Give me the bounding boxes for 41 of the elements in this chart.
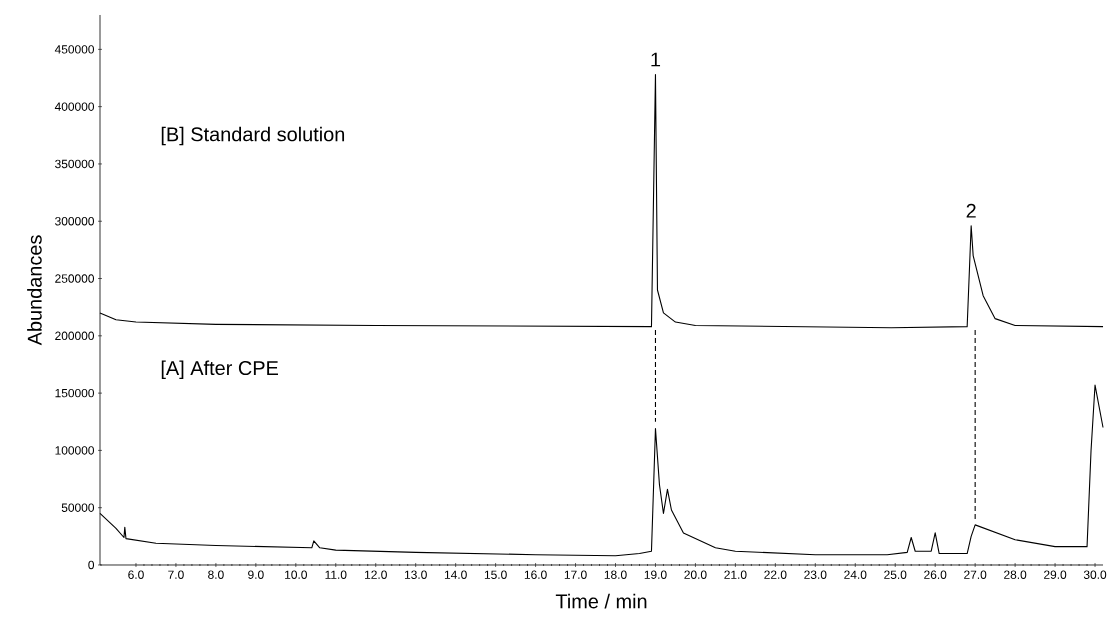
x-tick-label: 20.0 — [684, 570, 707, 579]
annotation: [B] Standard solution — [161, 126, 345, 146]
x-tick-label: 12.0 — [365, 570, 387, 579]
x-tick-label: 29.0 — [1044, 570, 1067, 579]
x-tick-label: 26.0 — [924, 570, 947, 579]
x-tick-label: 30.0 — [1083, 570, 1107, 579]
x-tick-label: 23.0 — [804, 570, 827, 579]
x-axis-title: Time / min — [555, 593, 647, 609]
x-tick-label: 6.0 — [128, 570, 144, 579]
x-tick-label: 7.0 — [168, 570, 184, 579]
x-tick-label: 21.0 — [724, 570, 747, 579]
y-tick-label: 300000 — [55, 217, 95, 226]
y-tick-label: 150000 — [55, 388, 95, 398]
x-tick-label: 22.0 — [764, 570, 787, 579]
y-tick-label: 350000 — [55, 159, 95, 169]
x-tick-label: 25.0 — [884, 570, 907, 579]
y-tick-label: 50000 — [61, 503, 95, 512]
x-tick-label: 15.0 — [484, 570, 507, 579]
annotation: 2 — [966, 203, 976, 218]
x-tick-label: 27.0 — [964, 570, 987, 579]
y-tick-label: 200000 — [55, 331, 95, 341]
x-tick-label: 28.0 — [1004, 570, 1027, 579]
x-tick-label: 17.0 — [564, 570, 587, 579]
x-tick-label: 18.0 — [604, 570, 627, 579]
x-tick-label: 9.0 — [248, 570, 264, 579]
x-tick-label: 16.0 — [524, 570, 547, 579]
annotation: 1 — [651, 52, 661, 67]
x-tick-label: 11.0 — [325, 570, 347, 579]
y-axis-title: Abundances — [27, 235, 42, 346]
annotation: [A] After CPE — [161, 360, 279, 380]
x-tick-label: 14.0 — [444, 570, 467, 579]
y-tick-label: 250000 — [55, 274, 95, 283]
y-tick-label: 400000 — [54, 102, 95, 111]
y-tick-label: 0 — [88, 560, 95, 570]
y-tick-label: 450000 — [54, 45, 95, 54]
y-tick-label: 100000 — [55, 446, 95, 455]
x-tick-label: 19.0 — [644, 570, 667, 579]
x-tick-label: 10.0 — [285, 570, 307, 579]
x-tick-label: 13.0 — [404, 570, 427, 579]
x-tick-label: 8.0 — [208, 570, 224, 579]
x-tick-label: 24.0 — [844, 570, 867, 579]
